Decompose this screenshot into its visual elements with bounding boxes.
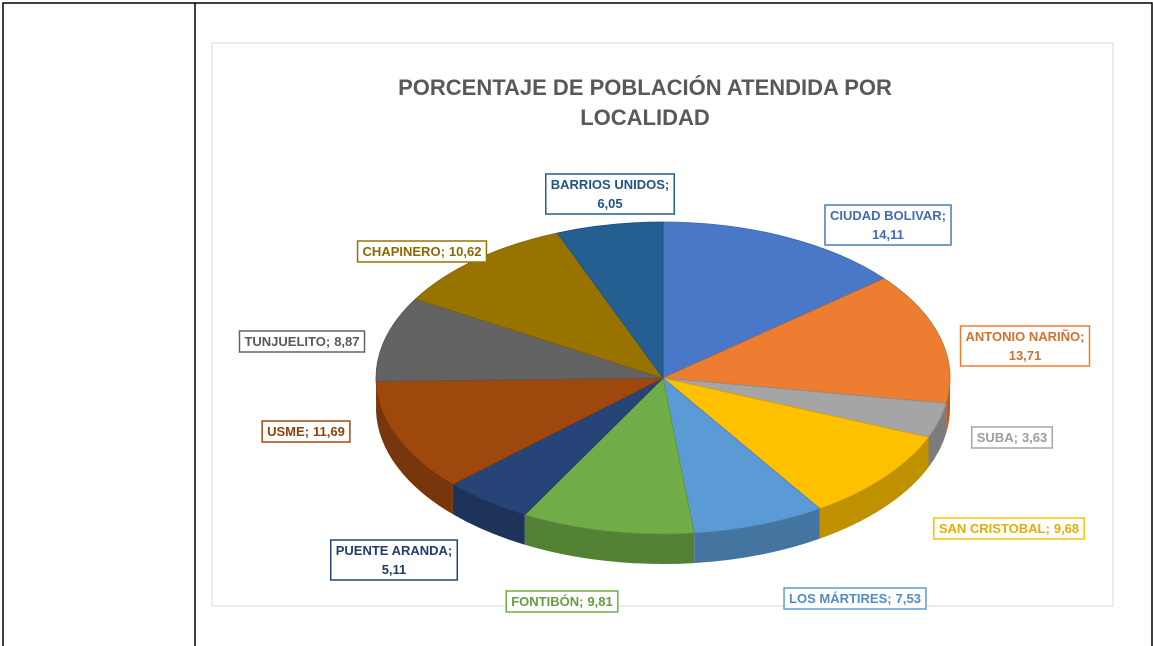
label-name: TUNJUELITO [244,334,325,349]
data-label: SUBA; 3,63 [971,426,1053,449]
label-separator: ; [887,591,891,606]
label-text: SAN CRISTOBAL; 9,68 [939,521,1079,536]
slice-side [376,381,453,515]
data-label: CIUDAD BOLIVAR; 14,11 [824,204,952,246]
label-separator: ; [441,244,445,259]
label-value: 13,71 [1009,348,1042,363]
slice [661,278,951,404]
label-value: 11,69 [313,424,345,439]
label-box [545,173,675,215]
label-value: 7,53 [896,591,921,606]
label-box [824,204,952,246]
data-label: TUNJUELITO; 8,87 [238,330,366,353]
slice-side [819,437,929,539]
label-text: SUBA; 3,63 [977,430,1048,445]
title-line: PORCENTAJE DE POBLACIÓN ATENDIDA POR [398,75,892,100]
slice-side [452,484,525,545]
data-label: ANTONIO NARIÑO; 13,71 [959,325,1091,367]
pie [375,221,951,564]
label-value: 5,11 [382,562,407,577]
label-box [505,590,619,613]
label-name: LOS MÁRTIRES [789,591,888,606]
data-label: FONTIBÓN; 9,81 [505,590,619,613]
label-text: LOS MÁRTIRES; 7,53 [789,591,921,606]
label-value: 9,81 [587,594,612,609]
label-text: CHAPINERO; 10,62 [363,244,482,259]
label-separator: ; [305,424,309,439]
label-text: USME; 11,69 [267,424,345,439]
label-text: CIUDAD BOLIVAR; 14,11 [830,208,946,242]
label-separator: ; [448,543,452,558]
slice [375,298,664,382]
label-box [356,240,488,263]
label-separator: ; [579,594,583,609]
slice-side [928,403,947,468]
label-text: BARRIOS UNIDOS; 6,05 [551,177,669,211]
label-separator: ; [326,334,330,349]
data-label: BARRIOS UNIDOS; 6,05 [545,173,675,215]
slice [662,221,885,379]
label-box [329,539,459,581]
label-text: FONTIBÓN; 9,81 [511,594,613,609]
data-labels: CIUDAD BOLIVAR; 14,11 ANTONIO NARIÑO; 13,71… [238,173,1091,613]
slice [662,377,930,510]
label-name: ANTONIO NARIÑO [966,329,1081,344]
label-separator: ; [1014,430,1018,445]
label-text: TUNJUELITO; 8,87 [244,334,359,349]
slice [523,377,695,535]
label-name: SUBA [977,430,1014,445]
label-separator: ; [1046,521,1050,536]
label-text: PUENTE ARANDA; 5,11 [336,543,453,577]
label-name: CHAPINERO [363,244,441,259]
slice [662,376,821,534]
label-text: ANTONIO NARIÑO; 13,71 [966,329,1085,363]
label-box [959,325,1091,367]
data-label: PUENTE ARANDA; 5,11 [329,539,459,581]
label-value: 3,63 [1022,430,1047,445]
label-box [261,420,351,443]
label-box [933,517,1085,540]
label-value: 8,87 [334,334,359,349]
data-label: USME; 11,69 [261,420,351,443]
label-value: 9,68 [1054,521,1079,536]
label-name: SAN CRISTOBAL [939,521,1046,536]
slice-side [694,508,820,564]
slice-side [524,514,695,564]
label-name: PUENTE ARANDA [336,543,449,558]
label-name: USME [267,424,305,439]
slice [556,221,664,380]
label-separator: ; [665,177,669,192]
label-name: FONTIBÓN [511,594,579,609]
chart-title: PORCENTAJE DE POBLACIÓN ATENDIDA POR LOCA… [398,75,892,130]
label-value: 14,11 [872,227,904,242]
label-value: 10,62 [449,244,482,259]
label-box [783,587,927,610]
data-label: CHAPINERO; 10,62 [356,240,488,263]
label-value: 6,05 [597,196,622,211]
label-separator: ; [942,208,946,223]
label-name: CIUDAD BOLIVAR [830,208,942,223]
data-label: LOS MÁRTIRES; 7,53 [783,587,927,610]
label-box [971,426,1053,449]
label-separator: ; [1080,329,1084,344]
data-label: SAN CRISTOBAL; 9,68 [933,517,1085,540]
slice [375,377,664,485]
title-line: LOCALIDAD [580,105,710,130]
label-box [238,330,366,353]
label-name: BARRIOS UNIDOS [551,177,665,192]
